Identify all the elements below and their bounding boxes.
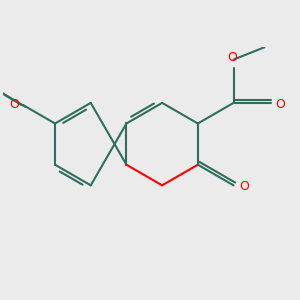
Text: O: O	[239, 180, 249, 193]
Text: O: O	[227, 51, 237, 64]
Text: O: O	[9, 98, 19, 111]
Text: O: O	[275, 98, 285, 111]
